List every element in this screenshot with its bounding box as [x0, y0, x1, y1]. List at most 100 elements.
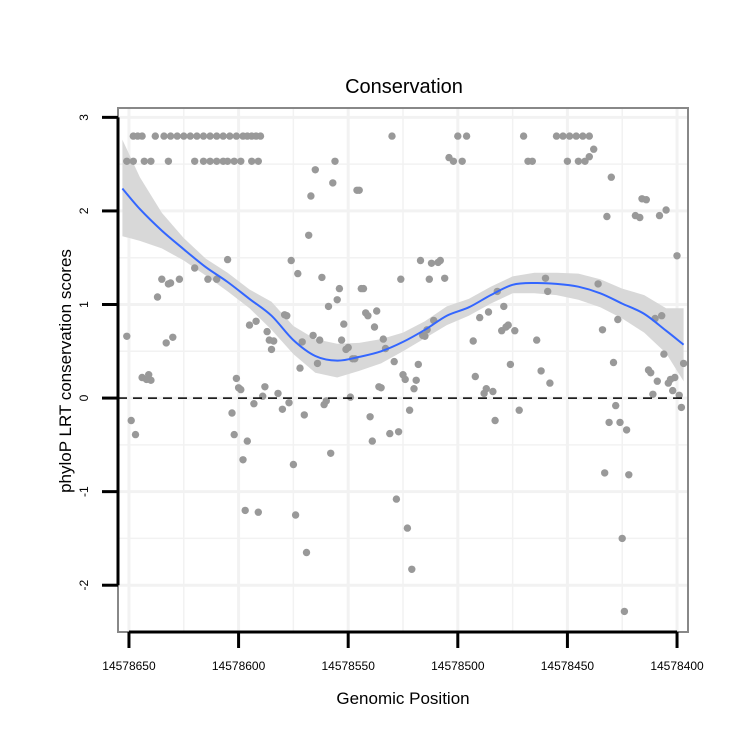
- y-tick-label: 2: [77, 207, 91, 214]
- data-point: [655, 211, 664, 220]
- data-point: [541, 274, 550, 282]
- data-point: [563, 157, 572, 165]
- data-point: [484, 308, 493, 316]
- data-point: [147, 157, 155, 165]
- data-point: [138, 132, 146, 140]
- data-point: [296, 364, 304, 372]
- data-point: [346, 393, 355, 401]
- data-point: [574, 157, 583, 165]
- data-point: [476, 313, 484, 322]
- data-point: [552, 132, 561, 140]
- data-point: [237, 385, 245, 394]
- data-point: [337, 336, 346, 344]
- data-point: [390, 357, 398, 366]
- y-tick-label: 0: [77, 394, 91, 401]
- data-point: [245, 321, 254, 329]
- y-tick-label: -1: [77, 486, 91, 497]
- data-point: [127, 416, 135, 425]
- data-point: [263, 327, 271, 336]
- data-point: [213, 275, 221, 283]
- data-point: [131, 430, 140, 439]
- data-point: [331, 157, 339, 165]
- data-point: [620, 607, 629, 616]
- data-point: [340, 320, 348, 328]
- data-point: [164, 157, 173, 165]
- data-point: [603, 212, 611, 221]
- data-point: [511, 327, 519, 335]
- data-point: [230, 430, 238, 439]
- data-point: [223, 157, 232, 165]
- x-axis-title: Genomic Position: [336, 689, 469, 708]
- data-point: [162, 339, 170, 347]
- y-tick-label: 3: [77, 114, 91, 121]
- data-point: [232, 374, 241, 383]
- data-point: [401, 375, 409, 384]
- axes: 14578650 14578600 14578550 14578500 14578450…: [77, 114, 704, 673]
- data-point: [614, 315, 622, 324]
- data-point: [403, 524, 412, 532]
- data-point: [414, 360, 422, 369]
- data-point: [669, 386, 677, 395]
- data-point: [230, 157, 238, 165]
- data-point: [278, 405, 287, 413]
- data-point: [243, 437, 251, 445]
- data-point: [642, 196, 650, 204]
- data-point: [160, 132, 168, 140]
- data-point: [377, 384, 385, 392]
- x-tick-label: 14578550: [321, 659, 375, 673]
- data-point: [388, 132, 396, 140]
- data-point: [173, 132, 181, 140]
- data-point: [191, 157, 199, 165]
- data-point: [309, 331, 317, 340]
- data-point: [572, 132, 580, 140]
- data-point: [679, 359, 688, 368]
- data-point: [324, 302, 333, 311]
- data-point: [193, 132, 201, 140]
- data-point: [129, 157, 137, 165]
- data-point: [373, 307, 381, 315]
- x-tick-label: 14578400: [650, 659, 704, 673]
- data-point: [232, 132, 241, 140]
- data-point: [519, 132, 528, 140]
- data-point: [316, 336, 324, 344]
- data-point: [289, 460, 298, 469]
- data-point: [394, 428, 403, 436]
- y-axis-title: phyloP LRT conservation scores: [56, 249, 75, 493]
- data-point: [458, 157, 466, 165]
- data-point: [311, 166, 319, 174]
- data-point: [590, 145, 598, 153]
- data-point: [123, 157, 131, 165]
- data-point: [585, 132, 593, 140]
- y-tick-label: -2: [77, 580, 91, 591]
- data-point: [368, 437, 376, 445]
- data-point: [285, 399, 293, 407]
- data-point: [594, 280, 602, 288]
- data-point: [607, 173, 615, 181]
- data-point: [241, 506, 249, 515]
- data-point: [322, 397, 330, 405]
- data-point: [625, 471, 633, 479]
- data-point: [298, 338, 306, 346]
- data-point: [359, 284, 368, 293]
- smooth-line: [121, 187, 685, 362]
- data-point: [565, 132, 574, 140]
- data-point: [454, 132, 462, 140]
- x-tick-label: 14578450: [541, 659, 595, 673]
- data-point: [256, 132, 265, 140]
- data-point: [186, 132, 194, 140]
- data-point: [500, 302, 508, 311]
- chart-title: Conservation: [345, 76, 463, 98]
- data-point: [605, 418, 613, 427]
- data-point: [544, 287, 552, 296]
- data-point: [248, 157, 256, 165]
- data-point: [559, 132, 567, 140]
- data-point: [226, 132, 234, 140]
- data-point: [392, 495, 401, 503]
- data-point: [416, 256, 425, 265]
- data-point: [673, 252, 681, 260]
- smooth-line-layer: [121, 187, 685, 362]
- data-point: [327, 449, 335, 457]
- data-point: [598, 326, 607, 334]
- data-point: [206, 132, 214, 140]
- data-point: [166, 132, 175, 140]
